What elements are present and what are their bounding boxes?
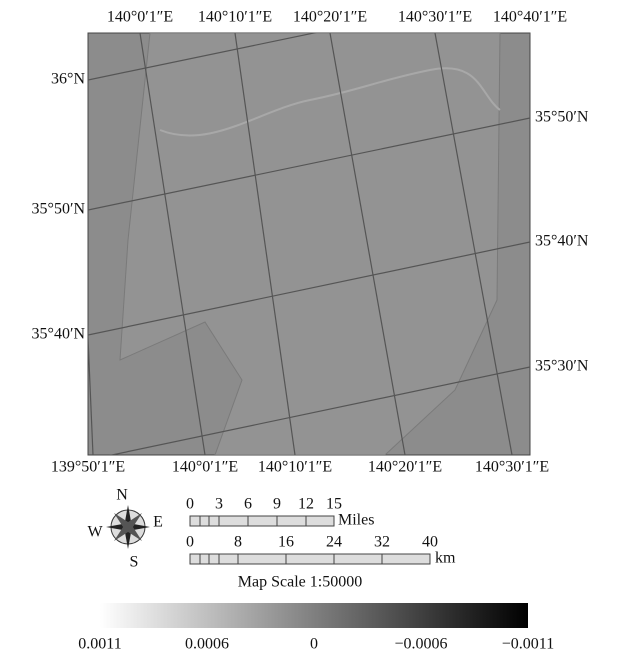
compass-label: W: [87, 524, 103, 541]
colorbar-label: −0.0006: [394, 636, 447, 653]
left-lat-label: 35°40′N: [32, 326, 86, 343]
colorbar: [100, 603, 528, 628]
km-unit: km: [435, 550, 456, 567]
km-tick-label: 16: [278, 534, 294, 551]
km-tick-label: 24: [326, 534, 342, 551]
compass-label: E: [153, 514, 163, 531]
scale-bar-graphics: [190, 516, 430, 564]
miles-tick-label: 6: [244, 496, 252, 513]
top-lon-label: 140°0′1″E: [107, 9, 173, 26]
bottom-lon-label: 140°30′1″E: [475, 459, 549, 476]
right-lat-label: 35°30′N: [535, 358, 589, 375]
right-lat-label: 35°50′N: [535, 109, 589, 126]
km-tick-label: 32: [374, 534, 390, 551]
top-lon-label: 140°30′1″E: [398, 9, 472, 26]
colorbar-label: 0.0006: [185, 636, 229, 653]
miles-tick-label: 15: [326, 496, 342, 513]
top-lon-label: 140°40′1″E: [493, 9, 567, 26]
bottom-lon-label: 140°0′1″E: [172, 459, 238, 476]
miles-tick-label: 9: [273, 496, 281, 513]
bottom-lon-label: 140°20′1″E: [368, 459, 442, 476]
miles-unit: Miles: [338, 512, 374, 529]
left-lat-label: 36°N: [51, 71, 85, 88]
km-tick-label: 8: [234, 534, 242, 551]
map-scale: Map Scale 1:50000: [238, 574, 362, 591]
km-tick-label: 0: [186, 534, 194, 551]
right-lat-label: 35°40′N: [535, 233, 589, 250]
bottom-lon-label: 139°50′1″E: [51, 459, 125, 476]
compass-label: N: [116, 487, 128, 504]
miles-tick-label: 3: [215, 496, 223, 513]
bottom-lon-label: 140°10′1″E: [258, 459, 332, 476]
colorbar-label: 0: [310, 636, 318, 653]
colorbar-label: −0.0011: [502, 636, 554, 653]
left-lat-label: 35°50′N: [32, 201, 86, 218]
compass-rose: [106, 505, 150, 549]
miles-tick-label: 12: [298, 496, 314, 513]
top-lon-label: 140°10′1″E: [198, 9, 272, 26]
miles-tick-label: 0: [186, 496, 194, 513]
map-figure: Map Scale 1:50000 140°0′1″E 140°10′1″E 140…: [0, 0, 624, 657]
km-tick-label: 40: [422, 534, 438, 551]
compass-label: S: [130, 554, 139, 571]
colorbar-label: 0.0011: [78, 636, 121, 653]
top-lon-label: 140°20′1″E: [293, 9, 367, 26]
page: {"map": { "top_lon_labels": ["140°0′1″E"…: [0, 0, 624, 657]
